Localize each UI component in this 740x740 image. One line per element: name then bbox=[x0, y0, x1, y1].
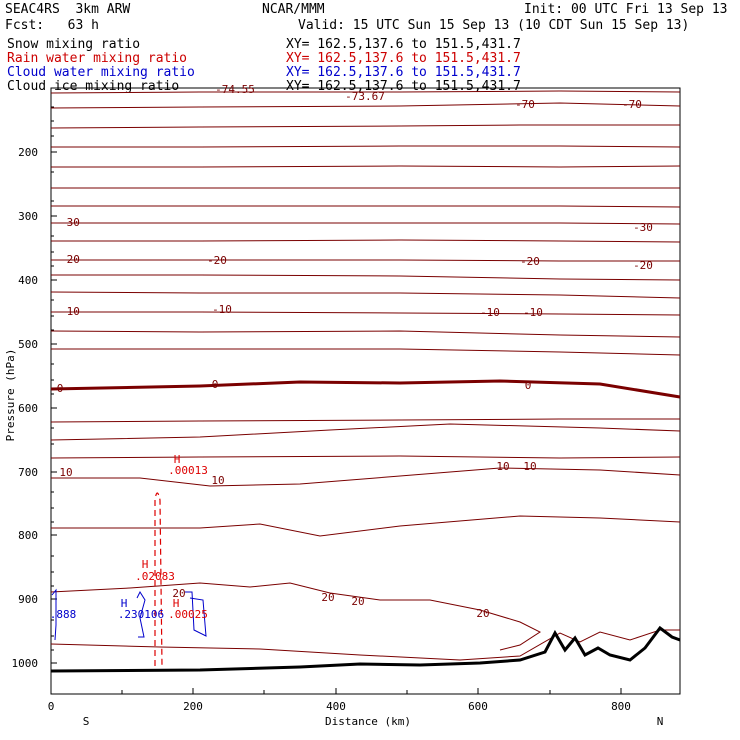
x-tick-label: 800 bbox=[611, 700, 631, 713]
legend-snow-xy: XY= 162.5,137.6 to 151.5,431.7 bbox=[286, 37, 521, 52]
y-tick-label: 700 bbox=[18, 466, 38, 479]
y-tick-label: 300 bbox=[18, 210, 38, 223]
isotherm-label: 0 bbox=[212, 378, 219, 391]
y-tick-label: 900 bbox=[18, 593, 38, 606]
rain-max-marker: H bbox=[142, 558, 149, 571]
isotherm-label: -20 bbox=[60, 253, 80, 266]
rain-max-value: .00013 bbox=[168, 464, 208, 477]
legend-rain-xy: XY= 162.5,137.6 to 151.5,431.7 bbox=[286, 51, 521, 66]
isotherm-label: -10 bbox=[212, 303, 232, 316]
isotherm-label: -10 bbox=[480, 306, 500, 319]
isotherm-label: -30 bbox=[633, 221, 653, 234]
legend-cloud-xy: XY= 162.5,137.6 to 151.5,431.7 bbox=[286, 65, 521, 80]
isotherm-label: -70 bbox=[622, 98, 642, 111]
y-tick-label: 200 bbox=[18, 146, 38, 159]
init-time: Init: 00 UTC Fri 13 Sep 13 bbox=[524, 2, 728, 17]
x-axis bbox=[50, 688, 622, 694]
isotherm-label: -74.55 bbox=[215, 83, 255, 96]
y-tick-label: 400 bbox=[18, 274, 38, 287]
x-axis-label: Distance (km) bbox=[325, 715, 411, 728]
x-tick-label: 600 bbox=[468, 700, 488, 713]
x-tick-label: 200 bbox=[183, 700, 203, 713]
rain-max-value: .00025 bbox=[168, 608, 208, 621]
rain-contours bbox=[154, 492, 163, 667]
y-tick-label: 1000 bbox=[12, 657, 39, 670]
isotherm-label: 20 bbox=[351, 595, 364, 608]
legend-snow-label: Snow mixing ratio bbox=[7, 37, 141, 52]
y-tick-label: 600 bbox=[18, 402, 38, 415]
legend-rain-label: Rain water mixing ratio bbox=[7, 51, 188, 66]
south-label: S bbox=[83, 715, 90, 728]
model-title: SEAC4RS 3km ARW bbox=[5, 2, 131, 17]
cloud-max-value: .888 bbox=[50, 608, 77, 621]
rain-max-marker: H bbox=[173, 597, 180, 610]
isotherm-label: 10 bbox=[523, 460, 536, 473]
y-axis-label: Pressure (hPa) bbox=[4, 349, 17, 442]
cloud-max-value: .230106 bbox=[118, 608, 164, 621]
x-tick-label: 400 bbox=[326, 700, 346, 713]
y-tick-label: 500 bbox=[18, 338, 38, 351]
isotherm-label: 20 bbox=[172, 587, 185, 600]
isotherm-label: 20 bbox=[476, 607, 489, 620]
legend-ice-xy: XY= 162.5,137.6 to 151.5,431.7 bbox=[286, 79, 521, 94]
isotherm-label: -70 bbox=[515, 98, 535, 111]
isotherm-label: -10 bbox=[60, 305, 80, 318]
forecast-hour: Fcst: 63 h bbox=[5, 18, 99, 33]
rain-max-marker: H bbox=[174, 453, 181, 466]
legend-ice-label: Cloud ice mixing ratio bbox=[7, 79, 180, 94]
terrain-line bbox=[50, 625, 681, 673]
isotherm-label: -30 bbox=[60, 216, 80, 229]
org-title: NCAR/MMM bbox=[262, 2, 325, 17]
isotherm-label: 0 bbox=[57, 382, 64, 395]
isotherm-label: 20 bbox=[321, 591, 334, 604]
isotherm-label: -10 bbox=[523, 306, 543, 319]
isotherm-label: 10 bbox=[59, 466, 72, 479]
legend-cloud-label: Cloud water mixing ratio bbox=[7, 65, 195, 80]
x-tick-label: 0 bbox=[48, 700, 55, 713]
isotherm-label: 10 bbox=[211, 474, 224, 487]
rain-max-value: .02083 bbox=[135, 570, 175, 583]
isotherms bbox=[50, 90, 681, 661]
isotherm-label: -20 bbox=[207, 254, 227, 267]
y-axis bbox=[51, 87, 57, 664]
isotherm-label: 0 bbox=[525, 379, 532, 392]
y-tick-label: 800 bbox=[18, 529, 38, 542]
freezing-level-line bbox=[50, 379, 681, 399]
cloud-max-marker: H bbox=[121, 597, 128, 610]
isotherm-label: -20 bbox=[633, 259, 653, 272]
isotherm-label: 10 bbox=[496, 460, 509, 473]
plot-frame bbox=[50, 87, 681, 695]
isotherm-label: -73.67 bbox=[345, 90, 385, 103]
valid-time: Valid: 15 UTC Sun 15 Sep 13 (10 CDT Sun … bbox=[298, 18, 690, 33]
cloud-contours bbox=[51, 588, 207, 641]
north-label: N bbox=[657, 715, 664, 728]
isotherm-label: -20 bbox=[520, 255, 540, 268]
